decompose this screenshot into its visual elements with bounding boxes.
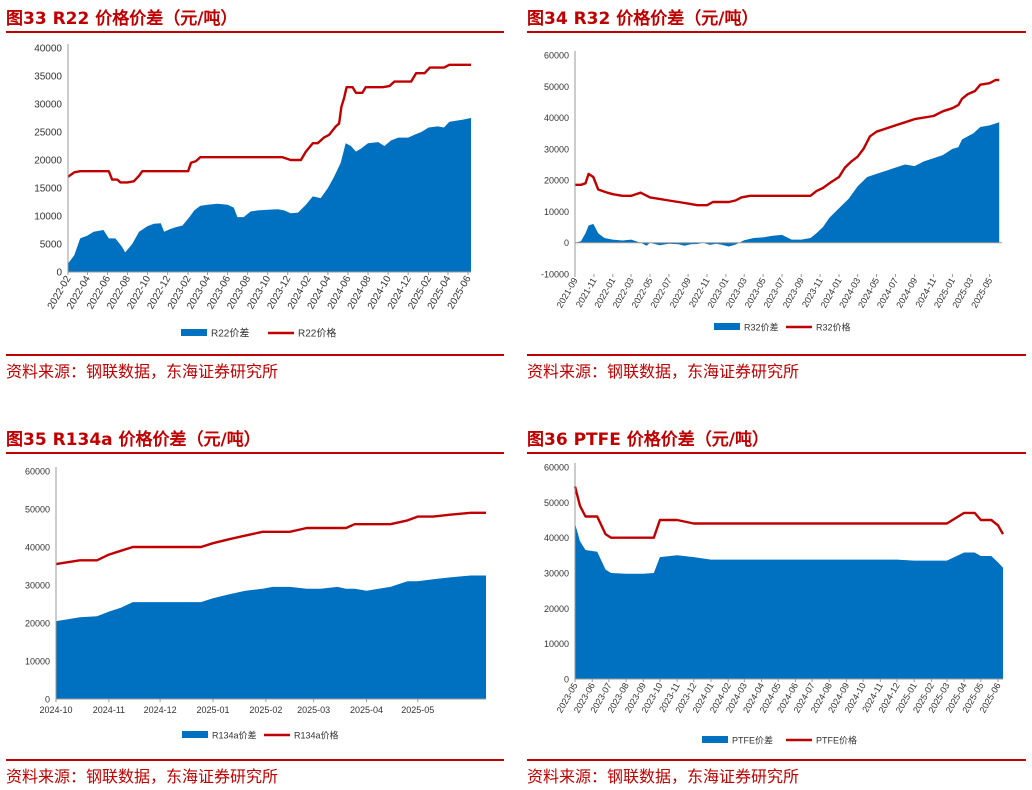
y-tick-label: 10000: [544, 639, 569, 649]
title-rule: [527, 31, 1026, 33]
area-series-R134a价差: [56, 575, 486, 699]
source-rule: [6, 354, 504, 356]
title-rule: [527, 452, 1026, 454]
legend-label: R134a价格: [294, 730, 339, 741]
y-tick-label: 20000: [25, 619, 50, 629]
chart-ptfe: 01000020000300004000050000600002023-0520…: [544, 463, 1005, 746]
legend-label: R22价格: [298, 327, 336, 340]
area-series-R32价差: [575, 122, 1000, 247]
title-rule: [6, 452, 504, 454]
y-tick-label: 40000: [544, 113, 569, 123]
source-rule: [527, 759, 1026, 761]
chart-title: 图36 PTFE 价格价差（元/吨）: [527, 430, 769, 450]
area-series-R22价差: [68, 118, 471, 272]
chart-panel-r134a: 图35 R134a 价格价差（元/吨） 0 10000 20000 30000 4000…: [6, 425, 504, 787]
x-tick-label: 2025-05: [401, 705, 434, 715]
y-tick-label: 30000: [544, 569, 569, 579]
legend-swatch-area: [702, 736, 728, 743]
y-tick-label: 50000: [544, 82, 569, 92]
legend-label: PTFE价差: [732, 735, 773, 746]
y-tick-label: 0: [56, 268, 62, 279]
y-tick-label: 40000: [34, 44, 62, 55]
legend: R22价差 R22价格: [181, 327, 336, 340]
y-tick-label: 0: [564, 675, 569, 685]
x-tick-label: 2024-12: [144, 705, 177, 715]
y-tick-label: 10000: [544, 207, 569, 217]
y-tick-label: 50000: [544, 498, 569, 508]
y-tick-label: 60000: [544, 463, 569, 473]
source-note: 资料来源：钢联数据，东海证券研究所: [527, 767, 800, 786]
legend-swatch-area: [181, 329, 207, 336]
x-tick-label: 2025-04: [350, 705, 383, 715]
y-tick-label: 60000: [25, 467, 50, 477]
chart-title: 图35 R134a 价格价差（元/吨）: [6, 430, 261, 450]
x-tick-label: 2025-01: [196, 705, 229, 715]
legend-label: R134a价差: [212, 730, 257, 741]
x-tick-label: 2025-02: [249, 705, 282, 715]
chart-title: 图33 R22 价格价差（元/吨）: [6, 9, 238, 29]
chart-title: 图34 R32 价格价差（元/吨）: [527, 9, 759, 29]
y-tick-label: 25000: [34, 128, 62, 139]
y-tick-label: 15000: [34, 184, 62, 195]
x-tick-label: 2025-03: [297, 705, 330, 715]
y-tick-label: 30000: [25, 581, 50, 591]
x-tick-label: 2024-10: [39, 705, 72, 715]
chart-panel-r32: 图34 R32 价格价差（元/吨） -10000 0 10000 20000 30000…: [527, 4, 1026, 384]
legend-swatch-area: [182, 731, 208, 738]
source-rule: [527, 354, 1026, 356]
y-tick-label: 35000: [34, 72, 62, 83]
line-series-R22价格: [67, 63, 471, 184]
source-note: 资料来源：钢联数据，东海证券研究所: [6, 362, 279, 381]
chart-r32: -100000100002000030000400005000060000202…: [541, 51, 1002, 333]
chart-panel-ptfe: 图36 PTFE 价格价差（元/吨） 0 10000 20000 30000 40000…: [527, 425, 1026, 787]
chart-r22: 0 5000 10000 15000 20000 25000 30000 35000 40000…: [34, 44, 474, 340]
line-series-PTFE价格: [573, 486, 1005, 539]
legend: PTFE价差 PTFE价格: [702, 735, 857, 746]
legend-label: R22价差: [211, 327, 249, 340]
legend: R32价差 R32价格: [714, 322, 851, 333]
y-tick-label: 30000: [34, 100, 62, 111]
source-note: 资料来源：钢联数据，东海证券研究所: [6, 767, 279, 786]
y-tick-label: 60000: [544, 51, 569, 61]
legend-label: R32价差: [744, 322, 779, 333]
area-series-PTFE价差: [575, 523, 1003, 679]
y-tick-label: 30000: [544, 144, 569, 154]
y-tick-label: 0: [45, 695, 50, 705]
title-rule: [6, 31, 504, 33]
legend-swatch-area: [714, 323, 740, 330]
legend-label: R32价格: [816, 322, 851, 333]
y-tick-label: 0: [564, 238, 569, 248]
y-tick-label: 40000: [544, 533, 569, 543]
x-tick-label: 2024-11: [93, 705, 125, 715]
y-tick-label: 20000: [34, 156, 62, 167]
y-tick-label: 40000: [25, 543, 50, 553]
legend: R134a价差 R134a价格: [182, 730, 339, 741]
chart-panel-r22: 图33 R22 价格价差（元/吨） 0 5000 10000 15000 20000 25…: [6, 4, 504, 384]
y-tick-label: -10000: [541, 270, 569, 280]
source-note: 资料来源：钢联数据，东海证券研究所: [527, 362, 800, 381]
line-series-R32价格: [575, 78, 1000, 207]
legend-label: PTFE价格: [816, 735, 857, 746]
y-tick-label: 10000: [25, 657, 50, 667]
line-series-R134a价格: [55, 511, 486, 566]
y-tick-label: 5000: [40, 240, 63, 251]
chart-r134a: 0 10000 20000 30000 40000 50000 60000 2024-10 20…: [25, 467, 486, 741]
y-tick-label: 10000: [34, 212, 62, 223]
y-tick-label: 50000: [25, 505, 50, 515]
y-tick-label: 20000: [544, 604, 569, 614]
source-rule: [6, 759, 504, 761]
y-tick-label: 20000: [544, 176, 569, 186]
